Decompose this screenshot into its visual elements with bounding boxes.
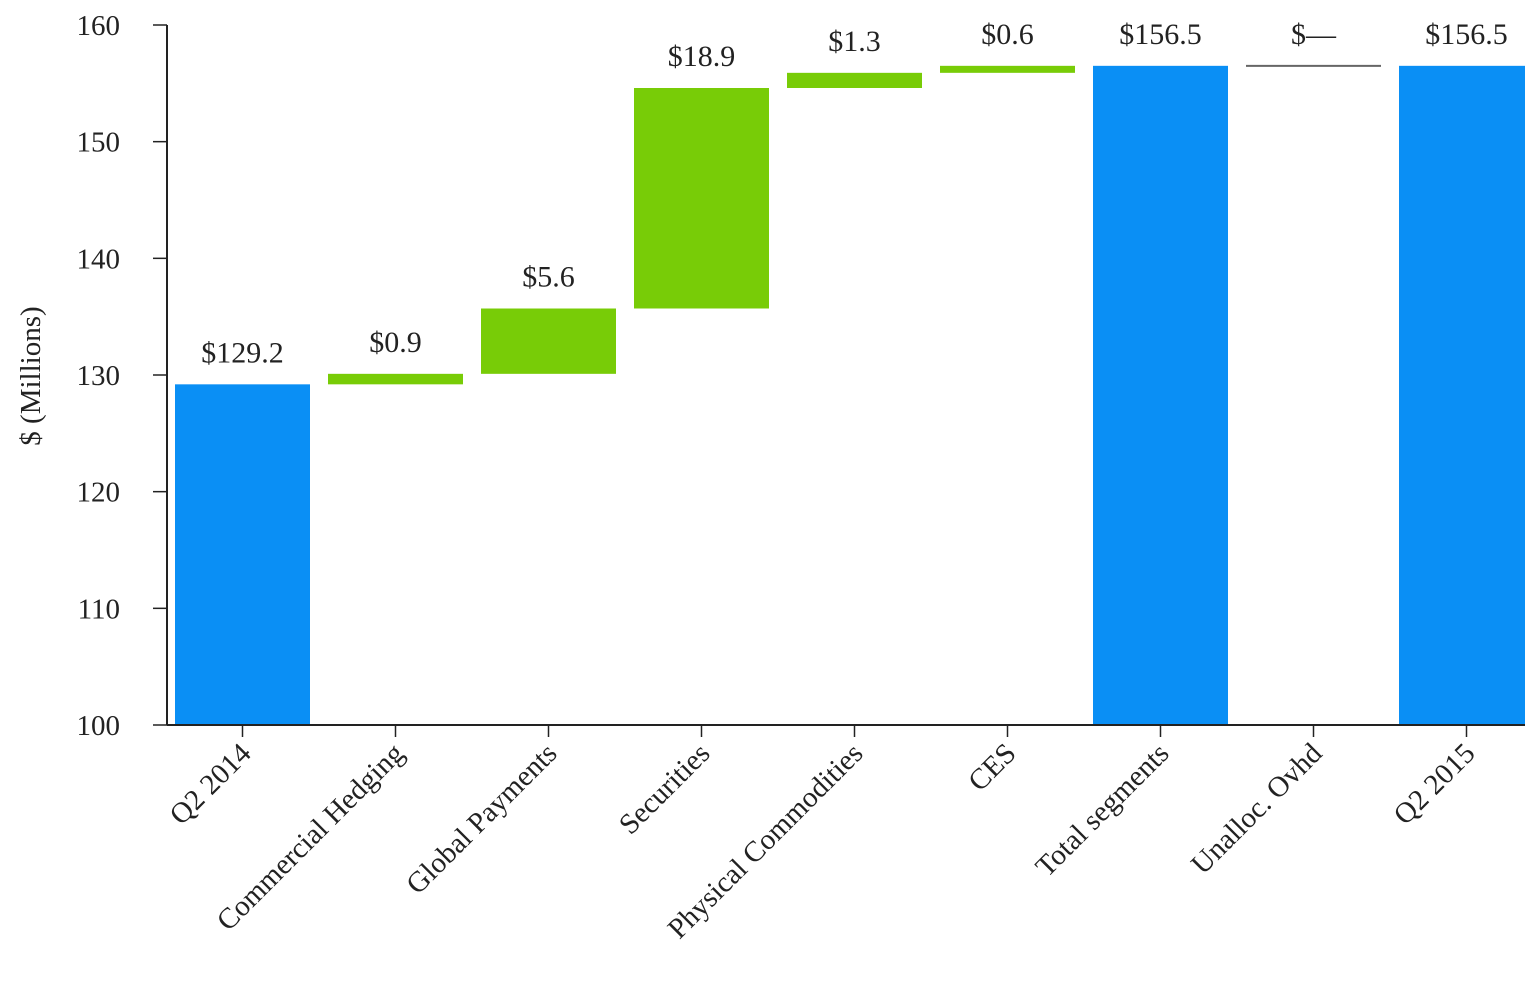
bar-increase-2: [481, 308, 616, 374]
data-label: $5.6: [522, 261, 575, 294]
x-tick-label: Unalloc. Ovhd: [1185, 737, 1329, 881]
y-tick-label: 140: [77, 243, 121, 275]
bar-increase-5: [940, 65, 1075, 73]
data-label: $0.9: [369, 326, 422, 359]
x-tick-label: Total segments: [1030, 737, 1176, 883]
bar-increase-3: [634, 88, 769, 309]
x-tick-label: Q2 2014: [164, 737, 258, 831]
y-tick-label: 110: [78, 593, 120, 625]
data-label: $156.5: [1119, 18, 1202, 51]
x-tick-label: Global Payments: [400, 737, 563, 900]
data-label: $156.5: [1425, 18, 1508, 51]
axes-layer: [153, 24, 1525, 737]
y-tick-label: 150: [77, 127, 121, 159]
bar-total-6: [1093, 65, 1228, 726]
data-label: $129.2: [201, 336, 284, 369]
bar-total-0: [175, 384, 310, 725]
x-tick-label: Securities: [613, 737, 716, 840]
bar-increase-4: [787, 72, 922, 88]
y-tick-label: 130: [77, 360, 121, 392]
y-tick-label: 160: [77, 10, 121, 42]
bars-layer: [175, 64, 1525, 726]
bar-increase-1: [328, 373, 463, 385]
x-tick-label: CES: [962, 737, 1022, 797]
y-axis-title: $ (Millions): [15, 306, 47, 445]
data-label: $—: [1291, 18, 1337, 51]
y-tick-label: 100: [77, 710, 121, 742]
y-tick-label: 120: [77, 477, 121, 509]
data-label: $1.3: [828, 25, 881, 58]
data-label: $18.9: [668, 40, 736, 73]
data-label: $0.6: [981, 18, 1034, 51]
bar-total-8: [1399, 65, 1525, 726]
x-tick-label: Q2 2015: [1388, 737, 1482, 831]
